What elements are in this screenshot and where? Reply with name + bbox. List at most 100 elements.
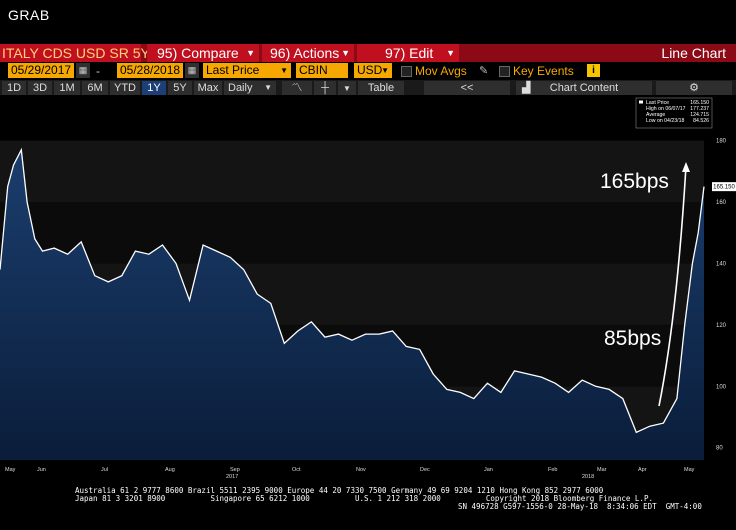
mov-avgs-checkbox[interactable] bbox=[401, 66, 412, 77]
calendar-icon[interactable]: ▦ bbox=[185, 63, 199, 78]
legend-low-value: 84.526 bbox=[693, 118, 709, 124]
x-tick-label: Sep bbox=[230, 467, 240, 473]
range-max-button[interactable]: Max bbox=[194, 81, 222, 95]
footer-line-3: SN 496728 G597-1556-0 28-May-18 8:34:06 … bbox=[458, 502, 702, 511]
key-events-checkbox[interactable] bbox=[499, 66, 510, 77]
grid-band bbox=[0, 202, 704, 264]
frequency-select[interactable]: Daily ▼ bbox=[224, 81, 276, 95]
range-3d-button[interactable]: 3D bbox=[28, 81, 52, 95]
chevron-down-icon: ▼ bbox=[343, 84, 351, 93]
y-tick-label: 160 bbox=[716, 200, 727, 206]
x-tick-label: Nov bbox=[356, 467, 366, 473]
start-date-input[interactable]: 05/29/2017 bbox=[8, 63, 74, 78]
legend-low-label: Low on 04/23/18 bbox=[646, 118, 684, 124]
range-1y-button[interactable]: 1Y bbox=[142, 81, 166, 95]
actions-label: 96) Actions bbox=[270, 45, 340, 61]
x-tick-label: May bbox=[684, 467, 695, 473]
price-chart[interactable]: 80 100 120 140 160 180 May Jun Jul Aug Sep Oct Nov D… bbox=[0, 96, 736, 479]
y-tick-label: 80 bbox=[716, 446, 723, 452]
chart-type-label: Line Chart bbox=[661, 45, 726, 61]
range-bar: 1D 3D 1M 6M YTD 1Y 5Y Max Daily ▼ 〽 ┼ ▼ … bbox=[0, 80, 736, 95]
chevron-down-icon: ▼ bbox=[280, 66, 288, 75]
currency-select[interactable]: USD ▼ bbox=[354, 63, 392, 78]
price-area bbox=[0, 149, 704, 461]
line-chart-icon: 〽 bbox=[291, 82, 303, 94]
legend-high-label: High on 06/07/17 bbox=[646, 106, 686, 112]
x-tick-label: Jul bbox=[101, 467, 108, 473]
frequency-value: Daily bbox=[228, 82, 253, 94]
source-input[interactable]: CBIN bbox=[296, 63, 348, 78]
security-field[interactable]: ITALY CDS USD SR 5Y bbox=[0, 44, 150, 62]
chevron-down-icon: ▼ bbox=[446, 48, 455, 58]
last-price-badge: 165.150 bbox=[712, 182, 736, 192]
info-icon[interactable]: i bbox=[587, 64, 600, 77]
footer: Australia 61 2 9777 8600 Brazil 5511 239… bbox=[0, 484, 736, 530]
range-1d-button[interactable]: 1D bbox=[2, 81, 26, 95]
x-tick-label: Feb bbox=[548, 467, 557, 473]
footer-line-1: Australia 61 2 9777 8600 Brazil 5511 239… bbox=[75, 486, 604, 495]
chevron-down-icon: ▼ bbox=[381, 66, 389, 75]
chart-content-label: Chart Content bbox=[549, 82, 619, 94]
compare-label: 95) Compare bbox=[157, 45, 239, 61]
x-tick-label: Mar bbox=[597, 467, 607, 473]
tools-dropdown[interactable]: ▼ bbox=[338, 81, 356, 95]
x-tick-label: Jun bbox=[37, 467, 46, 473]
window-title: GRAB bbox=[8, 7, 50, 23]
x-tick-label: Apr bbox=[638, 467, 647, 473]
annotation-85bps: 85bps bbox=[604, 327, 661, 350]
currency-value: USD bbox=[357, 63, 383, 77]
y-tick-label: 140 bbox=[716, 261, 727, 267]
svg-text:165.150: 165.150 bbox=[713, 185, 735, 191]
annotation-arrow bbox=[658, 165, 687, 407]
grid-band bbox=[0, 140, 704, 202]
chevron-down-icon: ▼ bbox=[264, 83, 272, 92]
annotation-165bps: 165bps bbox=[600, 170, 669, 193]
footer-line-2: Japan 81 3 3201 8900 Singapore 65 6212 1… bbox=[75, 494, 653, 503]
actions-button[interactable]: 96) Actions ▼ bbox=[262, 44, 354, 62]
x-tick-label: Jan bbox=[484, 467, 493, 473]
crosshair-button[interactable]: ┼ bbox=[314, 81, 336, 95]
chevron-down-icon: ▼ bbox=[246, 48, 255, 58]
end-date-input[interactable]: 05/28/2018 bbox=[117, 63, 183, 78]
compare-button[interactable]: 95) Compare ▼ bbox=[147, 44, 259, 62]
legend-high-value: 177.237 bbox=[690, 106, 709, 112]
x-tick-label: Dec bbox=[420, 467, 430, 473]
legend-average-label: Average bbox=[646, 112, 665, 118]
line-style-button[interactable]: 〽 bbox=[282, 81, 312, 95]
x-axis: May Jun Jul Aug Sep Oct Nov Dec Jan Feb Mar Apr May 2… bbox=[5, 467, 695, 479]
mov-avgs-label: Mov Avgs bbox=[415, 64, 467, 78]
price-line bbox=[0, 147, 705, 434]
y-axis: 80 100 120 140 160 180 bbox=[716, 139, 727, 452]
edit-button[interactable]: 97) Edit ▼ bbox=[357, 44, 459, 62]
settings-button[interactable]: ⚙ bbox=[656, 81, 732, 95]
edit-label: 97) Edit bbox=[385, 45, 434, 61]
pen-icon[interactable]: ✎ bbox=[479, 65, 489, 77]
chart-content-button[interactable]: ▟ Chart Content bbox=[516, 81, 652, 95]
field-value: Last Price bbox=[206, 63, 260, 77]
collapse-button[interactable]: << bbox=[424, 81, 510, 95]
date-separator: - bbox=[96, 64, 100, 78]
legend: Last Price 165.150 High on 06/07/17 177.… bbox=[635, 97, 713, 129]
table-button[interactable]: Table bbox=[358, 81, 404, 95]
x-tick-label: Aug bbox=[165, 467, 175, 473]
parameter-bar: 05/29/2017 ▦ - 05/28/2018 ▦ Last Price ▼… bbox=[0, 62, 736, 80]
arrow-head-icon bbox=[682, 162, 690, 172]
chart-content-icon: ▟ bbox=[522, 82, 531, 94]
range-1m-button[interactable]: 1M bbox=[54, 81, 80, 95]
range-5y-button[interactable]: 5Y bbox=[168, 81, 192, 95]
chevron-down-icon: ▼ bbox=[341, 48, 350, 58]
legend-average-value: 124.715 bbox=[690, 112, 709, 118]
range-ytd-button[interactable]: YTD bbox=[110, 81, 140, 95]
x-tick-label: Oct bbox=[292, 467, 301, 473]
y-tick-label: 120 bbox=[716, 323, 727, 329]
legend-last-price-value: 165.150 bbox=[690, 100, 709, 106]
key-events-label: Key Events bbox=[513, 64, 574, 78]
range-6m-button[interactable]: 6M bbox=[82, 81, 108, 95]
legend-last-price-label: Last Price bbox=[646, 100, 669, 106]
gear-icon: ⚙ bbox=[689, 82, 699, 94]
x-tick-label: May bbox=[5, 467, 16, 473]
x-year-label: 2017 bbox=[226, 474, 238, 479]
calendar-icon[interactable]: ▦ bbox=[76, 63, 90, 78]
field-select[interactable]: Last Price ▼ bbox=[203, 63, 291, 78]
y-tick-label: 180 bbox=[716, 139, 727, 145]
